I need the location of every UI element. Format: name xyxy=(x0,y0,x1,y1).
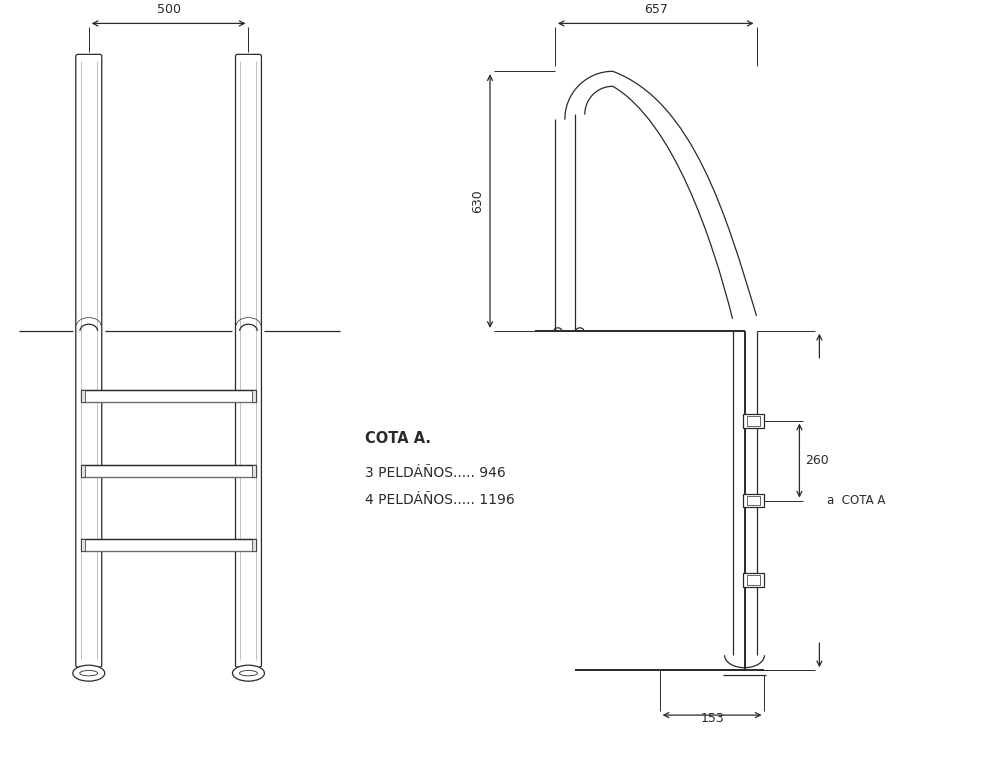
Bar xyxy=(81,465,85,476)
Bar xyxy=(252,539,256,551)
Bar xyxy=(252,465,256,476)
Bar xyxy=(746,575,760,585)
Text: 3 PELDÁÑOS..... 946: 3 PELDÁÑOS..... 946 xyxy=(365,466,506,479)
Text: 4 PELDÁÑOS..... 1196: 4 PELDÁÑOS..... 1196 xyxy=(365,492,515,506)
Text: 500: 500 xyxy=(156,3,180,16)
Bar xyxy=(81,390,85,402)
Bar xyxy=(81,390,256,402)
Bar xyxy=(746,416,760,426)
Text: a  COTA A: a COTA A xyxy=(828,494,886,507)
Text: 657: 657 xyxy=(644,3,667,16)
Text: 630: 630 xyxy=(471,189,484,213)
Ellipse shape xyxy=(240,670,257,676)
Bar xyxy=(81,539,85,551)
Bar xyxy=(742,574,764,588)
Bar xyxy=(81,539,256,551)
Ellipse shape xyxy=(73,665,105,681)
Ellipse shape xyxy=(80,670,98,676)
Ellipse shape xyxy=(233,665,264,681)
Bar xyxy=(81,465,256,476)
Text: COTA A.: COTA A. xyxy=(365,430,432,446)
Bar xyxy=(252,390,256,402)
Bar xyxy=(746,495,760,505)
Text: 153: 153 xyxy=(700,712,724,725)
Text: 260: 260 xyxy=(806,454,830,467)
FancyBboxPatch shape xyxy=(236,54,261,667)
Bar xyxy=(742,413,764,428)
Bar xyxy=(742,493,764,508)
FancyBboxPatch shape xyxy=(76,54,102,667)
